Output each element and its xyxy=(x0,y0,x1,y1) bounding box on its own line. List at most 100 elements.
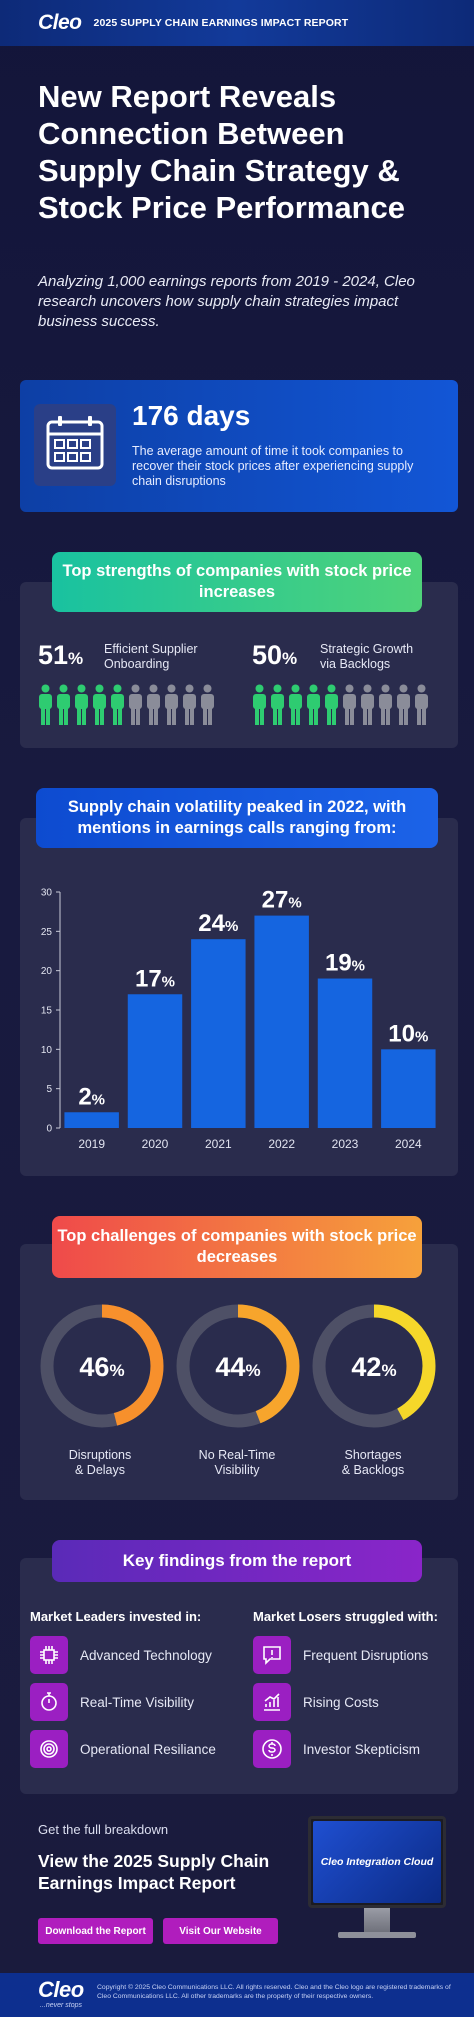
leader-item-label: Operational Resiliance xyxy=(80,1742,216,1757)
findings-panel xyxy=(20,1558,458,1794)
x-tick-label: 2024 xyxy=(395,1137,422,1151)
donut-arc xyxy=(176,1304,300,1428)
person-icon xyxy=(271,684,284,725)
cta-title: View the 2025 Supply Chain Earnings Impa… xyxy=(38,1851,270,1893)
y-tick-label: 25 xyxy=(41,927,53,938)
bar-value-label: 19% xyxy=(325,950,365,977)
report-title: 2025 SUPPLY CHAIN EARNINGS IMPACT REPORT xyxy=(93,17,349,29)
person-icon xyxy=(165,684,178,725)
loser-item-label: Rising Costs xyxy=(303,1695,379,1710)
x-tick-label: 2023 xyxy=(332,1137,359,1151)
hero-title: New Report Reveals Connection Between Su… xyxy=(38,79,406,225)
person-icon xyxy=(253,684,266,725)
strength-2-pct: 50% xyxy=(252,640,298,670)
strength-1-pct: 51% xyxy=(38,640,84,670)
challenge-1-label: Disruptions & Delays xyxy=(68,1448,132,1477)
bar-value-label: 17% xyxy=(135,965,175,992)
bar xyxy=(127,994,183,1128)
bar xyxy=(64,1112,119,1128)
person-icon xyxy=(39,684,52,725)
bar xyxy=(191,939,246,1128)
person-icon xyxy=(415,684,428,725)
download-report-button[interactable]: Download the Report xyxy=(38,1918,153,1944)
strength-2-label: Strategic Growth via Backlogs xyxy=(320,642,414,671)
donut-value-label: 44% xyxy=(215,1352,260,1382)
strength-1-label: Efficient Supplier Onboarding xyxy=(104,642,198,671)
strengths-title: Top strengths of companies with stock pr… xyxy=(52,552,422,612)
person-icon xyxy=(93,684,106,725)
days-description: The average amount of time it took compa… xyxy=(132,444,414,488)
stopwatch-icon xyxy=(30,1683,68,1721)
bar-value-label: 2% xyxy=(78,1083,105,1110)
strength-2-people xyxy=(252,684,429,726)
x-tick-label: 2020 xyxy=(142,1137,169,1151)
x-tick-label: 2022 xyxy=(268,1137,295,1151)
bar-value-label: 24% xyxy=(198,910,238,937)
person-icon xyxy=(147,684,160,725)
losers-heading: Market Losers struggled with: xyxy=(253,1609,438,1624)
cta-kicker: Get the full breakdown xyxy=(38,1822,169,1837)
leader-item-label: Real-Time Visibility xyxy=(80,1695,195,1710)
bar-value-label: 27% xyxy=(262,887,302,914)
y-tick-label: 15 xyxy=(41,1006,53,1017)
donut-value-label: 46% xyxy=(79,1352,124,1382)
visit-website-button[interactable]: Visit Our Website xyxy=(163,1918,278,1944)
top-bar: Cleo 2025 SUPPLY CHAIN EARNINGS IMPACT R… xyxy=(0,0,474,46)
leader-item-label: Advanced Technology xyxy=(80,1648,212,1663)
alert-icon xyxy=(253,1636,291,1674)
challenges-donuts: 46% 44% 42% xyxy=(40,1304,436,1428)
hero-subtitle: Analyzing 1,000 earnings reports from 20… xyxy=(38,273,415,330)
x-tick-label: 2019 xyxy=(78,1137,105,1151)
bar xyxy=(381,1049,436,1128)
target-icon xyxy=(30,1730,68,1768)
loser-item-label: Investor Skepticism xyxy=(303,1742,421,1757)
y-tick-label: 20 xyxy=(41,966,53,977)
person-icon xyxy=(57,684,70,725)
circuit-icon xyxy=(30,1636,68,1674)
y-tick-label: 5 xyxy=(46,1084,52,1095)
person-icon xyxy=(379,684,392,725)
dollar-icon xyxy=(253,1730,291,1768)
person-icon xyxy=(183,684,196,725)
loser-item-label: Frequent Disruptions xyxy=(303,1648,429,1663)
donut-arc xyxy=(40,1304,164,1428)
challenge-3-label: Shortages & Backlogs xyxy=(341,1448,405,1477)
person-icon xyxy=(397,684,410,725)
bar-value-label: 10% xyxy=(388,1020,428,1047)
monitor-image: Cleo Integration Cloud xyxy=(300,1816,450,1956)
challenge-2-label: No Real-Time Visibility xyxy=(198,1448,276,1477)
footer-logo[interactable]: Cleo xyxy=(38,1977,84,2002)
rising-chart-icon xyxy=(253,1683,291,1721)
footer: Cleo ...never stops Copyright © 2025 Cle… xyxy=(0,1973,474,2017)
strength-1-people xyxy=(38,684,215,726)
person-icon xyxy=(307,684,320,725)
findings-title: Key findings from the report xyxy=(52,1540,422,1582)
cleo-logo[interactable]: Cleo xyxy=(38,11,82,34)
challenges-title: Top challenges of companies with stock p… xyxy=(52,1216,422,1278)
volatility-title: Supply chain volatility peaked in 2022, … xyxy=(36,788,438,848)
bar xyxy=(317,978,373,1128)
x-tick-label: 2021 xyxy=(205,1137,232,1151)
person-icon xyxy=(343,684,356,725)
days-value: 176 days xyxy=(132,400,251,431)
person-icon xyxy=(201,684,214,725)
days-card: 176 days The average amount of time it t… xyxy=(20,380,458,512)
calendar-icon xyxy=(34,404,116,486)
person-icon xyxy=(75,684,88,725)
bar xyxy=(254,915,309,1128)
challenges-panel xyxy=(20,1244,458,1500)
person-icon xyxy=(325,684,338,725)
footer-tagline: ...never stops xyxy=(40,2002,83,2009)
y-tick-label: 30 xyxy=(41,888,53,899)
person-icon xyxy=(111,684,124,725)
person-icon xyxy=(129,684,142,725)
donut-value-label: 42% xyxy=(351,1352,396,1382)
person-icon xyxy=(289,684,302,725)
donut-arc xyxy=(312,1304,436,1428)
leaders-heading: Market Leaders invested in: xyxy=(30,1609,202,1624)
monitor-screen-text: Cleo Integration Cloud xyxy=(320,1856,434,1868)
person-icon xyxy=(361,684,374,725)
footer-legal: Copyright © 2025 Cleo Communications LLC… xyxy=(97,1984,451,2000)
volatility-bar-chart: 0 5 10 15 20 25 30 2% 2019 17% 2020 24% 2021 27% 2022 1… xyxy=(41,887,436,1151)
y-tick-label: 10 xyxy=(41,1045,53,1056)
